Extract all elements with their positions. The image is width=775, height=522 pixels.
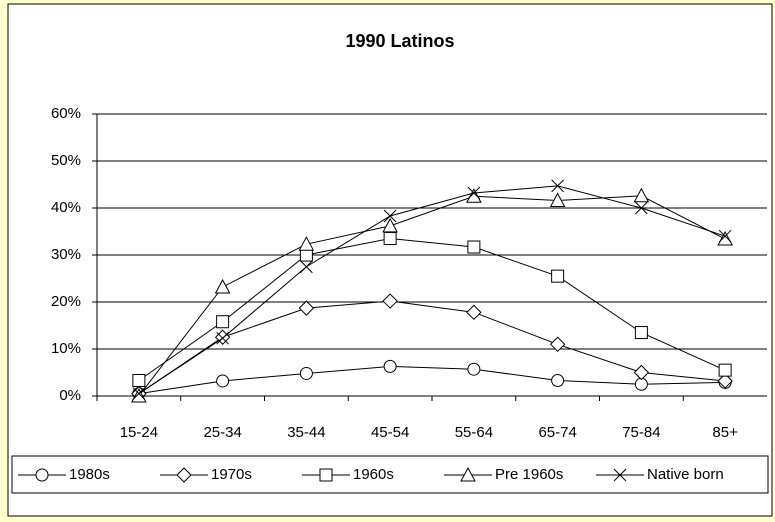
- x-tick-label: 45-54: [371, 424, 409, 441]
- x-tick-label: 55-64: [455, 424, 493, 441]
- marker: [549, 192, 566, 207]
- marker: [299, 366, 313, 380]
- marker: [717, 230, 733, 246]
- marker: [299, 248, 313, 262]
- legend-label: Native born: [647, 466, 724, 483]
- x-tick-label: 15-24: [120, 424, 158, 441]
- legend-label: 1980s: [69, 466, 110, 483]
- marker: [635, 201, 648, 215]
- marker: [300, 260, 313, 274]
- marker: [35, 468, 49, 482]
- marker: [718, 229, 732, 243]
- marker: [319, 468, 333, 482]
- marker: [132, 373, 146, 387]
- marker: [214, 278, 231, 294]
- series-line: [138, 185, 726, 395]
- marker: [467, 240, 481, 254]
- marker: [551, 179, 564, 193]
- marker: [382, 293, 398, 309]
- y-tick-label: 50%: [51, 152, 81, 169]
- series-line: [138, 238, 726, 381]
- marker: [383, 359, 397, 373]
- marker: [718, 363, 732, 377]
- marker: [176, 467, 192, 483]
- x-tick-label: 35-44: [287, 424, 325, 441]
- marker: [382, 217, 398, 233]
- marker: [298, 300, 315, 316]
- y-tick-label: 60%: [51, 105, 81, 122]
- y-tick-label: 30%: [51, 246, 81, 263]
- marker: [551, 269, 565, 283]
- marker: [549, 336, 566, 353]
- x-tick-label: 25-34: [203, 424, 241, 441]
- marker: [551, 373, 565, 387]
- marker: [466, 304, 482, 321]
- series-line: [138, 365, 726, 395]
- marker: [633, 364, 650, 381]
- marker: [633, 187, 650, 203]
- marker: [634, 326, 648, 340]
- series-line: [138, 300, 726, 395]
- marker: [131, 387, 147, 403]
- marker: [717, 373, 733, 389]
- marker: [216, 331, 229, 345]
- legend-label: 1960s: [353, 466, 394, 483]
- marker: [613, 468, 627, 482]
- legend-label: Pre 1960s: [495, 466, 563, 483]
- x-tick-label: 65-74: [538, 424, 576, 441]
- chart-area: [7, 3, 773, 517]
- marker: [132, 387, 146, 401]
- y-tick-label: 0%: [59, 387, 81, 404]
- chart-title: 1990 Latinos: [345, 31, 454, 51]
- marker: [216, 315, 230, 329]
- marker: [298, 236, 315, 251]
- series-line: [138, 195, 726, 397]
- y-tick-label: 20%: [51, 293, 81, 310]
- marker: [383, 232, 397, 246]
- y-tick-label: 10%: [51, 340, 81, 357]
- marker: [466, 188, 482, 203]
- marker: [460, 466, 476, 482]
- marker: [216, 374, 230, 388]
- marker: [467, 362, 481, 376]
- marker: [383, 209, 397, 223]
- x-tick-label: 85+: [712, 424, 738, 441]
- marker: [467, 186, 481, 200]
- y-tick-label: 40%: [51, 199, 81, 216]
- legend-label: 1970s: [211, 466, 252, 483]
- x-tick-label: 75-84: [622, 424, 660, 441]
